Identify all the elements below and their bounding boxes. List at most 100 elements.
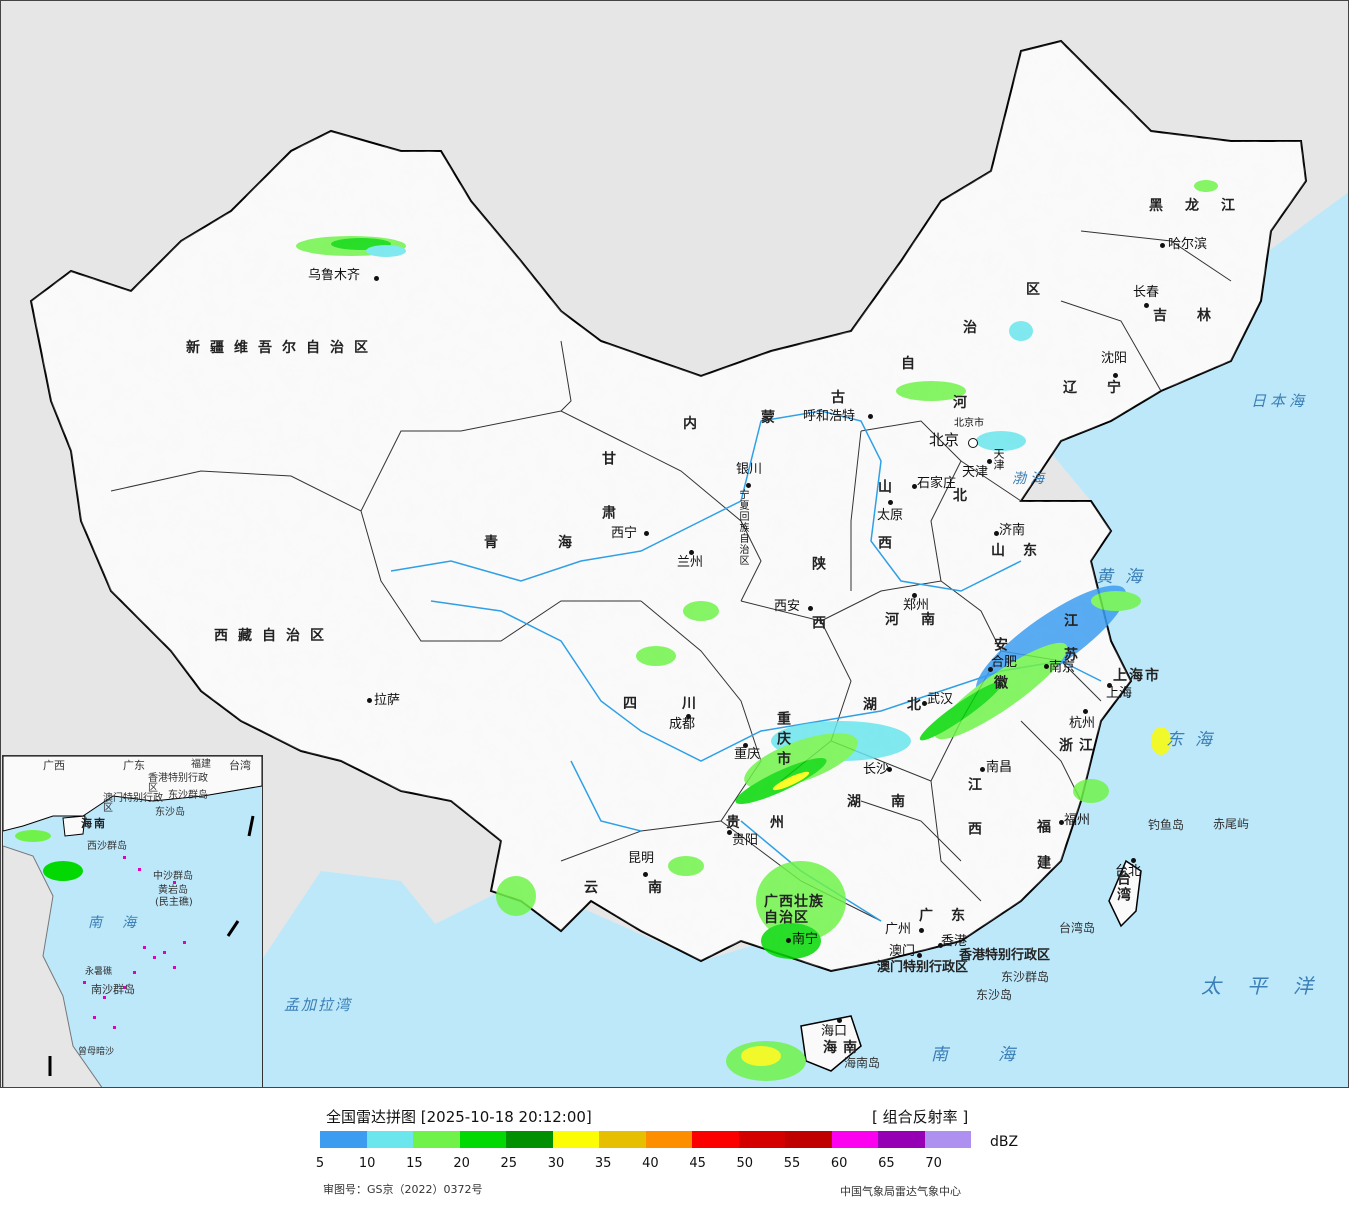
city-dot	[994, 531, 999, 536]
city-dot	[1113, 373, 1118, 378]
island-chiwei: 赤尾屿	[1213, 817, 1250, 831]
city-jinan: 济南	[999, 523, 1026, 538]
city-dot	[912, 484, 917, 489]
label-hongkong-sar: 香港特别行政区	[959, 948, 1051, 963]
province-label-jilin: 吉林	[1153, 308, 1241, 324]
sea-label-yellow: 黄海	[1096, 567, 1154, 587]
province-label-liaoning: 辽宁	[1063, 380, 1151, 396]
province-label-zhejiang: 浙江	[1059, 738, 1099, 754]
colorbar-tick-label: 45	[689, 1156, 706, 1171]
province-label-fujian: 福建	[1035, 819, 1051, 891]
inset-label-xisha: 西沙群岛	[87, 841, 127, 852]
inset-label-zhongsha: 中沙群岛	[153, 871, 193, 882]
city-guiyang: 贵阳	[732, 833, 759, 848]
colorbar-swatch	[320, 1131, 367, 1148]
bengal-bay	[261, 871, 441, 1087]
colorbar-swatch	[878, 1131, 925, 1148]
city-dot	[746, 483, 751, 488]
legend-title: 全国雷达拼图 [2025-10-18 20:12:00]	[326, 1108, 592, 1126]
city-dot	[727, 830, 732, 835]
sea-label-bengal: 孟加拉湾	[284, 996, 353, 1014]
label-tianjin-muni: 天津	[992, 448, 1005, 470]
province-label-neimenggu-6: 区	[1026, 282, 1050, 298]
colorbar-tick-label: 35	[594, 1156, 612, 1171]
city-dot	[837, 1018, 842, 1023]
province-label-shanghai: 上海市	[1113, 668, 1161, 684]
province-label-hunan: 湖南	[847, 794, 935, 810]
province-label-neimenggu-1: 内	[683, 416, 707, 432]
colorbar-swatch	[831, 1131, 878, 1148]
province-label-yunnan: 云南	[584, 880, 712, 896]
colorbar-swatch	[785, 1131, 832, 1148]
sea-label-japan: 日本海	[1251, 392, 1309, 410]
province-label-neimenggu-2: 蒙	[761, 410, 785, 426]
sea-label-bohai: 渤海	[1012, 471, 1048, 487]
island-hainan: 海南岛	[844, 1056, 881, 1070]
colorbar-tick-label: 5	[315, 1156, 325, 1171]
city-changchun: 长春	[1133, 285, 1160, 300]
city-dot	[988, 667, 993, 672]
colorbar-swatch	[413, 1131, 460, 1148]
colorbar-tick-label: 70	[925, 1156, 942, 1171]
city-hefei: 合肥	[991, 655, 1018, 670]
inset-label-macao: 澳门特别行政区	[103, 793, 163, 814]
city-dot	[689, 550, 694, 555]
inset-label-dongsha-island: 东沙岛	[155, 807, 185, 818]
city-beijing: 北京	[929, 431, 960, 449]
colorbar-tick-label: 10	[358, 1156, 376, 1171]
city-hongkong: 香港	[941, 934, 968, 949]
inset-label-huangyan: 黄岩岛	[158, 885, 188, 896]
legend-unit: dBZ	[990, 1134, 1019, 1150]
island-dongsha-islands: 东沙群岛	[1001, 970, 1050, 984]
colorbar-swatch	[506, 1131, 553, 1148]
city-xian: 西安	[774, 599, 801, 614]
province-label-gansu: 甘肃	[600, 451, 616, 559]
city-dot	[938, 943, 943, 948]
city-dot	[1144, 303, 1149, 308]
city-dot	[912, 593, 917, 598]
province-label-shaanxi: 陕西	[810, 556, 826, 674]
inset-canvas	[3, 756, 262, 1087]
city-dot	[888, 500, 893, 505]
sea-label-pacific: 太平洋	[1201, 974, 1339, 998]
legend-product: [ 组合反射率 ]	[872, 1108, 969, 1126]
inset-label-zengmu: 曾母暗沙	[78, 1047, 115, 1057]
radar-echoes	[296, 180, 1218, 1081]
inset-label-taiwan: 台湾	[229, 759, 251, 772]
japan-sea	[1201, 192, 1348, 471]
province-label-hainan: 海南	[823, 1040, 863, 1056]
city-shijiazhuang: 石家庄	[917, 476, 957, 491]
hainan-island	[800, 1015, 862, 1072]
inset-label-fujian: 福建	[191, 759, 211, 770]
city-lhasa: 拉萨	[374, 693, 401, 708]
city-urumqi: 乌鲁木齐	[308, 268, 361, 283]
colorbar-tick-label: 65	[878, 1156, 895, 1171]
city-dot	[686, 714, 691, 719]
city-xining: 西宁	[611, 526, 638, 541]
city-yinchuan: 银川	[736, 462, 763, 477]
city-dot	[1059, 820, 1064, 825]
province-label-sichuan: 四川	[623, 696, 741, 712]
province-label-chongqing: 重庆市	[775, 711, 791, 771]
city-dot	[1107, 683, 1112, 688]
sea-label-south: 南海	[931, 1045, 1065, 1065]
province-label-heilongjiang: 黑龙江	[1149, 198, 1257, 214]
capital-marker-icon	[968, 438, 978, 448]
inset-label-guangxi: 广西	[43, 759, 65, 772]
inset-label-hongkong: 香港特别行政区	[148, 773, 208, 794]
colorbar-swatch	[924, 1131, 971, 1148]
label-macao-sar: 澳门特别行政区	[877, 960, 969, 975]
city-tianjin: 天津	[962, 465, 989, 480]
city-dot	[980, 767, 985, 772]
city-macao: 澳门	[889, 944, 916, 959]
city-dot	[367, 698, 372, 703]
colorbar-swatch	[459, 1131, 506, 1148]
city-hohhot: 呼和浩特	[803, 409, 856, 424]
island-dongsha: 东沙岛	[976, 988, 1013, 1002]
inset-label-yongshu: 永暑礁	[85, 967, 113, 977]
city-dot	[644, 531, 649, 536]
colorbar-tick-label: 40	[642, 1156, 659, 1171]
province-label-shanxi: 山西	[876, 479, 892, 591]
province-label-neimenggu-3: 古	[831, 390, 855, 406]
city-dot	[987, 459, 992, 464]
